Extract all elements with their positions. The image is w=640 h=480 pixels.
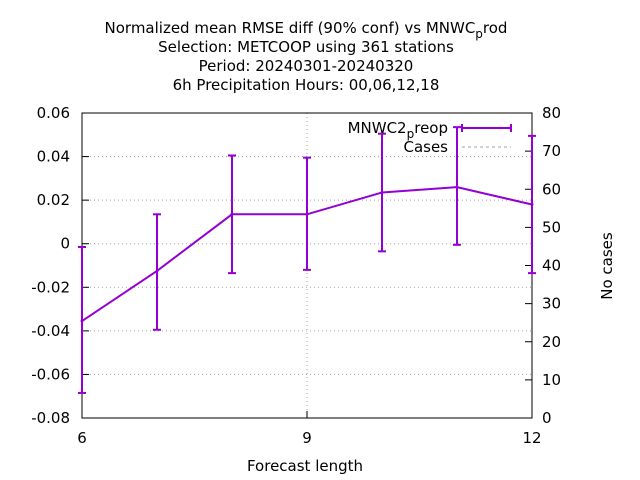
chart-title-line-4: 6h Precipitation Hours: 00,06,12,18 — [173, 76, 440, 94]
x-tick-label: 12 — [522, 429, 541, 447]
y-tick-label: -0.06 — [31, 365, 70, 383]
legend-mnwc2-sub: p — [407, 127, 415, 141]
y-tick-label: 0.06 — [37, 104, 70, 122]
y-tick-label: 0 — [60, 235, 70, 253]
data-point — [80, 319, 84, 323]
data-point — [530, 203, 534, 206]
x-tick-label: 9 — [302, 429, 312, 447]
data-point — [305, 212, 309, 216]
data-point — [155, 269, 159, 273]
chart-title-line-3: Period: 20240301-20240320 — [199, 57, 414, 75]
y2-axis-label: No cases — [598, 232, 616, 300]
y-tick-label: -0.02 — [31, 278, 70, 296]
y-tick-label: 0.04 — [37, 148, 70, 166]
y-tick-label: -0.08 — [31, 409, 70, 427]
y2-tick-label: 60 — [542, 180, 561, 198]
y2-tick-label: 0 — [542, 409, 552, 427]
x-axis-label: Forecast length — [247, 457, 363, 475]
y2-tick-label: 20 — [542, 333, 561, 351]
legend: MNWC2preop Cases — [348, 119, 512, 156]
legend-label-cases: Cases — [403, 138, 448, 156]
title-line1-tail: rod — [483, 19, 508, 37]
legend-mnwc2-tail: reop — [414, 119, 448, 137]
data-point — [455, 185, 459, 189]
y2-tick-label: 70 — [542, 142, 561, 160]
y2-tick-label: 10 — [542, 371, 561, 389]
chart-title-line-1: Normalized mean RMSE diff (90% conf) vs … — [105, 19, 508, 41]
legend-mnwc2-main: MNWC2 — [348, 119, 407, 137]
y2-tick-label: 50 — [542, 218, 561, 236]
y-tick-label: -0.04 — [31, 322, 70, 340]
y-tick-label: 0.02 — [37, 191, 70, 209]
x-tick-label: 6 — [77, 429, 87, 447]
data-point — [380, 191, 384, 195]
y2-tick-label: 30 — [542, 295, 561, 313]
chart-title-line-2: Selection: METCOOP using 361 stations — [158, 38, 454, 56]
data-point — [230, 212, 234, 216]
series-group — [78, 126, 536, 394]
y2-tick-label: 40 — [542, 257, 561, 275]
title-line1-sub: p — [475, 27, 483, 41]
y2-tick-label: 80 — [542, 104, 561, 122]
title-line1-main: Normalized mean RMSE diff (90% conf) vs … — [105, 19, 476, 37]
legend-label-mnwc2: MNWC2preop — [348, 119, 448, 141]
